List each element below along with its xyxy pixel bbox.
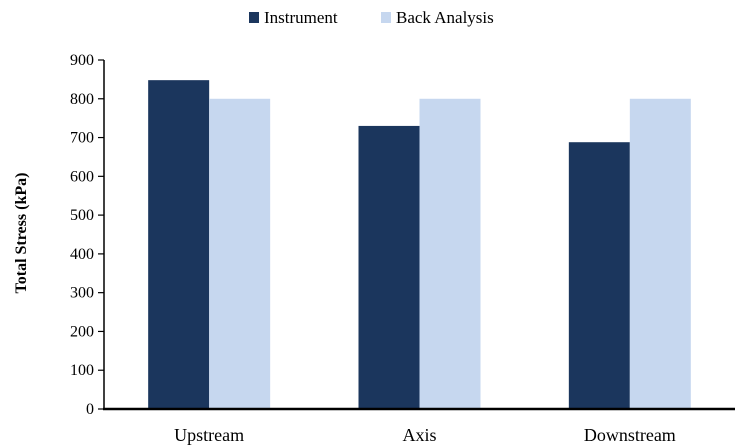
y-tick-label: 0 <box>86 401 94 418</box>
y-tick-label: 500 <box>70 207 94 224</box>
y-tick-label: 200 <box>70 323 94 340</box>
y-tick-label: 600 <box>70 168 94 185</box>
x-tick-label: Downstream <box>584 425 676 445</box>
y-tick-label: 300 <box>70 285 94 302</box>
legend-label-instrument: Instrument <box>264 8 338 27</box>
y-tick-label: 700 <box>70 130 94 147</box>
legend-swatch-instrument <box>249 12 259 23</box>
bar-back-analysis-downstream <box>629 98 691 410</box>
bars <box>148 80 691 410</box>
bar-instrument-downstream <box>568 142 630 409</box>
legend-label-back-analysis: Back Analysis <box>396 8 494 27</box>
x-tick-label: Axis <box>402 425 436 445</box>
x-axis: Upstream Axis Downstream <box>174 425 676 445</box>
bar-back-analysis-upstream <box>209 98 271 410</box>
x-tick-label: Upstream <box>174 425 244 445</box>
y-tick-label: 900 <box>70 52 94 69</box>
y-axis: 0 100 200 300 400 500 600 700 800 900 <box>70 52 104 418</box>
bar-instrument-upstream <box>148 80 210 410</box>
y-tick-label: 800 <box>70 91 94 108</box>
y-tick-label: 400 <box>70 246 94 263</box>
bar-back-analysis-axis <box>419 98 481 410</box>
y-tick-label: 100 <box>70 362 94 379</box>
legend: Instrument Back Analysis <box>249 8 494 27</box>
bar-instrument-axis <box>358 125 420 409</box>
y-axis-title: Total Stress (kPa) <box>13 173 30 294</box>
legend-swatch-back-analysis <box>381 12 391 23</box>
